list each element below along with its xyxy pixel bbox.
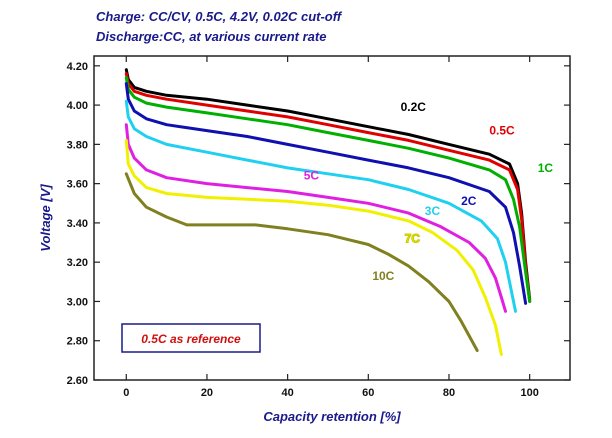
series-label-7C: 7C <box>405 232 421 246</box>
y-tick-label: 3.00 <box>67 296 88 308</box>
y-tick-label: 3.80 <box>67 139 88 151</box>
series-labels: 0.2C 0.5C 1C 2C 3C 5C 7C 10C <box>304 100 554 283</box>
series-label-3C: 3C <box>425 204 441 218</box>
y-tick-label: 3.40 <box>67 218 88 230</box>
x-tick-label: 60 <box>362 387 374 399</box>
y-tick-label: 4.00 <box>67 100 88 112</box>
series-line-2C <box>124 82 528 305</box>
series-line-10C <box>124 172 479 352</box>
series-line-0_5C <box>124 72 532 303</box>
series-label-5C: 5C <box>304 169 320 183</box>
series-label-1C: 1C <box>538 161 554 175</box>
x-axis-title: Capacity retention [%] <box>263 409 401 424</box>
series-line-1C <box>124 76 532 303</box>
reference-box <box>121 323 261 353</box>
plot-frame <box>93 55 571 381</box>
axis-ticks: 0 20 40 60 80 100 2.60 2.80 3.00 3.20 3.40 3.60 3.80… <box>67 56 570 399</box>
series-label-0_5C: 0.5C <box>489 124 515 138</box>
y-tick-label: 2.80 <box>67 336 88 348</box>
series-line-5C <box>124 123 507 313</box>
series-line-7C <box>124 138 503 356</box>
x-tick-label: 40 <box>282 387 294 399</box>
chart-caption-charge: Charge: CC/CV, 0.5C, 4.2V, 0.02C cut-off <box>96 9 342 24</box>
series-label-10C: 10C <box>372 269 394 283</box>
series-lines <box>124 68 532 356</box>
y-axis-title: Voltage [V] <box>38 184 53 252</box>
series-label-2C: 2C <box>461 194 477 208</box>
y-tick-label: 3.20 <box>67 257 88 269</box>
y-tick-label: 4.20 <box>67 61 88 73</box>
y-tick-label: 2.60 <box>67 375 88 387</box>
y-tick-label: 3.60 <box>67 179 88 191</box>
reference-note: 0.5C as reference <box>141 332 241 346</box>
x-tick-label: 0 <box>123 387 129 399</box>
series-line-3C <box>124 99 517 313</box>
x-tick-label: 20 <box>201 387 213 399</box>
x-tick-label: 80 <box>443 387 455 399</box>
series-label-0_2C: 0.2C <box>401 100 427 114</box>
chart-caption-discharge: Discharge:CC, at various current rate <box>96 29 327 44</box>
x-tick-label: 100 <box>520 387 538 399</box>
